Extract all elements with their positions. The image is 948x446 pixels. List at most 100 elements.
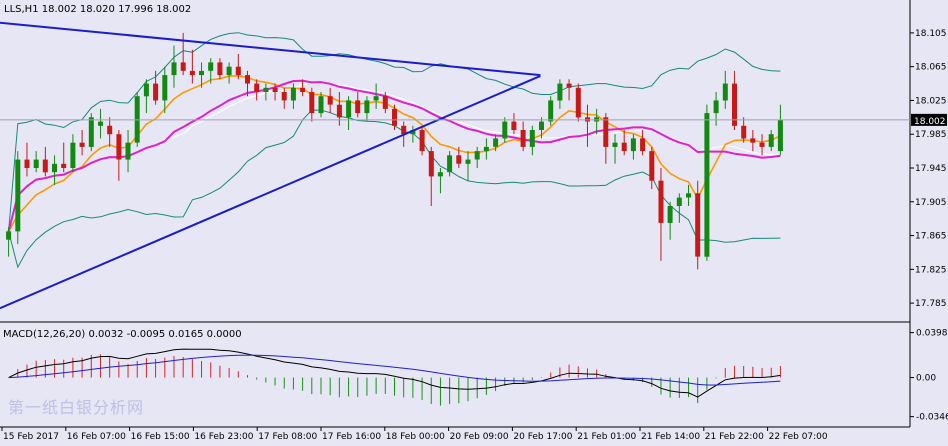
candle-body: [309, 92, 315, 114]
price-tick-label: 18.025: [915, 96, 947, 106]
candle-body: [226, 66, 232, 76]
macd-line: [8, 348, 781, 398]
candle-body: [732, 83, 737, 126]
candle-body: [401, 125, 407, 135]
candle-body: [603, 117, 609, 147]
candlesticks: [6, 32, 783, 270]
signal-line: [8, 354, 781, 386]
macd-tick-label: 0.0398: [916, 329, 948, 339]
candle-body: [42, 159, 48, 173]
candle-body: [116, 134, 122, 160]
time-tick-label: 21 Feb 14:00: [641, 432, 700, 442]
time-tick-label: 20 Feb 09:00: [450, 432, 509, 442]
support-trendline: [0, 75, 541, 310]
candle-body: [759, 142, 765, 147]
candle-body: [456, 155, 462, 164]
ma-slow-line: [7, 79, 781, 232]
candle-body: [686, 193, 691, 198]
candle-body: [143, 83, 149, 97]
candle-body: [676, 197, 682, 206]
candle-body: [428, 151, 434, 177]
candle-body: [557, 83, 563, 101]
candle-body: [290, 87, 296, 101]
macd-label: MACD(12,26,20) 0.0032 -0.0095 0.0165 0.0…: [3, 329, 242, 340]
candle-body: [658, 180, 664, 223]
candle-body: [768, 134, 774, 147]
candle-body: [33, 159, 39, 168]
candle-body: [79, 142, 85, 147]
candle-body: [208, 62, 214, 71]
watermark: 第一纸白银分析网: [8, 398, 145, 417]
candle-body: [493, 138, 499, 147]
candle-body: [281, 92, 287, 101]
candle-body: [447, 155, 453, 173]
candle-body: [502, 121, 508, 139]
candle-body: [419, 130, 425, 152]
candle-body: [695, 193, 701, 257]
candle-body: [245, 75, 250, 84]
candle-body: [24, 159, 30, 168]
candle-body: [382, 96, 388, 109]
candle-body: [162, 75, 168, 101]
candle-body: [125, 142, 131, 160]
candle-body: [263, 87, 269, 92]
candle-body: [612, 142, 618, 147]
candle-body: [235, 66, 241, 76]
candle-body: [217, 62, 223, 76]
time-tick-label: 16 Feb 07:00: [67, 432, 126, 442]
candle-body: [373, 96, 379, 101]
candle-body: [364, 100, 370, 114]
current-price-tag: [911, 113, 947, 126]
macd-tick-label: 0.00: [916, 374, 936, 384]
price-grid: [0, 0, 911, 428]
candle-body: [474, 151, 480, 160]
symbol-header: LLS,H1 18.002 18.020 17.996 18.002: [4, 4, 191, 15]
trendlines: [0, 21, 541, 310]
time-tick-label: 16 Feb 23:00: [194, 432, 253, 442]
candle-body: [667, 206, 673, 223]
candle-body: [346, 100, 352, 118]
candle-body: [511, 121, 517, 130]
resistance-trendline: [0, 21, 541, 77]
time-tick-label: 18 Feb 00:00: [386, 432, 445, 442]
candle-body: [483, 146, 489, 152]
candle-body: [722, 83, 728, 101]
macd-panel: [8, 348, 781, 406]
candle-body: [107, 125, 113, 135]
candle-body: [199, 70, 204, 76]
candle-body: [750, 138, 756, 143]
candle-body: [437, 172, 443, 177]
time-tick-label: 20 Feb 17:00: [513, 432, 572, 442]
candle-body: [575, 87, 581, 118]
candle-body: [70, 142, 76, 168]
candle-body: [15, 159, 21, 232]
time-tick-label: 17 Feb 08:00: [258, 432, 317, 442]
candle-body: [741, 125, 747, 139]
candle-body: [61, 163, 67, 168]
candle-body: [153, 83, 159, 101]
candle-body: [6, 231, 12, 240]
candle-body: [272, 87, 278, 92]
macd-tick-label: -0.0346: [916, 413, 948, 423]
time-tick-label: 17 Feb 16:00: [322, 432, 381, 442]
price-tick-label: 18.065: [915, 63, 947, 73]
time-tick-label: 21 Feb 01:00: [577, 432, 636, 442]
price-tick-label: 17.785: [915, 299, 947, 309]
candle-body: [355, 100, 361, 114]
candle-body: [548, 100, 554, 122]
candle-body: [621, 142, 627, 152]
candle-body: [704, 113, 710, 257]
price-tick-label: 17.985: [915, 130, 947, 140]
candle-body: [640, 138, 646, 152]
candle-body: [410, 130, 416, 135]
candle-body: [713, 100, 719, 114]
current-price-tag-label: 18.002: [914, 117, 946, 127]
candle-body: [465, 159, 471, 164]
time-tick-label: 22 Feb 07:00: [769, 432, 828, 442]
candle-body: [566, 83, 572, 88]
candle-body: [171, 62, 177, 76]
candle-body: [327, 96, 333, 105]
time-tick-label: 15 Feb 2017: [3, 432, 59, 442]
